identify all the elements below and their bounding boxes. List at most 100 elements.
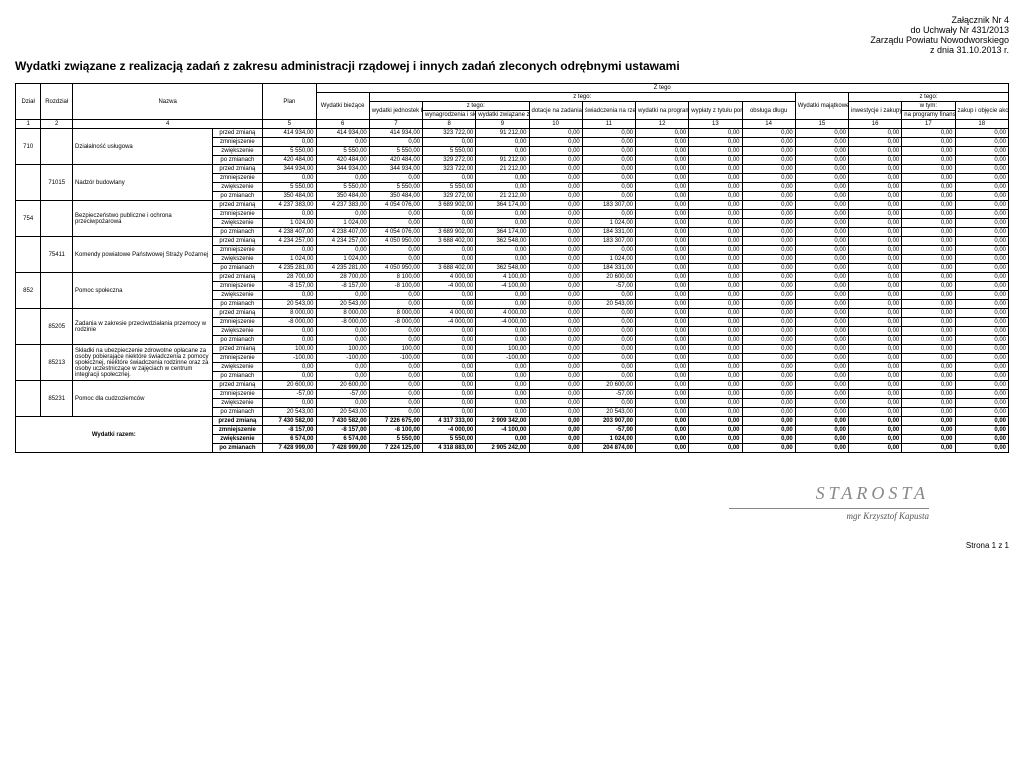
value-cell: 0,00 [955, 426, 1009, 435]
value-cell: 350 484,00 [263, 192, 316, 201]
value-cell: 0,00 [849, 210, 902, 219]
value-cell: 0,00 [529, 345, 582, 354]
name-cell: Nadzór budowlany [73, 165, 212, 201]
h-zwiaz: wydatki związane z realizacją ich statut… [476, 111, 529, 120]
value-cell: 0,00 [849, 138, 902, 147]
value-cell: 0,00 [689, 345, 742, 354]
value-cell: 0,00 [849, 345, 902, 354]
value-cell: 0,00 [849, 273, 902, 282]
name-cell: Bezpieczeństwo publiczne i ochrona przec… [73, 201, 212, 237]
value-cell: 184 331,00 [582, 264, 635, 273]
value-cell: -100,00 [316, 354, 369, 363]
value-cell: 0,00 [636, 354, 689, 363]
value-cell: 0,00 [795, 237, 848, 246]
table-row: 852Pomoc społecznaprzed zmianą28 700,002… [16, 273, 1009, 282]
colnum: 18 [955, 120, 1009, 129]
table-body: 710Działalność usługowaprzed zmianą414 9… [16, 129, 1009, 453]
value-cell: 0,00 [902, 192, 955, 201]
value-cell: 0,00 [582, 345, 635, 354]
colnum: 15 [795, 120, 848, 129]
name-cell: Pomoc społeczna [73, 273, 212, 309]
value-cell: 0,00 [316, 372, 369, 381]
value-cell: 204 874,00 [582, 444, 635, 453]
colnum-row: 12456789101112131415161718 [16, 120, 1009, 129]
value-cell: 0,00 [742, 210, 795, 219]
value-cell: 0,00 [902, 165, 955, 174]
value-cell: 0,00 [795, 444, 848, 453]
value-cell: 0,00 [529, 174, 582, 183]
status-cell: zwiększenie [212, 291, 263, 300]
page-number: Strona 1 z 1 [15, 541, 1009, 550]
value-cell: 0,00 [636, 201, 689, 210]
value-cell: 0,00 [316, 138, 369, 147]
value-cell: 0,00 [795, 345, 848, 354]
value-cell: 0,00 [795, 147, 848, 156]
value-cell: 0,00 [636, 327, 689, 336]
value-cell: -4 100,00 [476, 282, 529, 291]
value-cell: 5 550,00 [423, 147, 476, 156]
value-cell: 0,00 [742, 372, 795, 381]
value-cell: 0,00 [742, 399, 795, 408]
value-cell: 0,00 [742, 273, 795, 282]
value-cell: 0,00 [529, 417, 582, 426]
value-cell: 0,00 [636, 237, 689, 246]
value-cell: 5 550,00 [423, 435, 476, 444]
value-cell: 0,00 [742, 192, 795, 201]
value-cell: 1 024,00 [263, 219, 316, 228]
value-cell: 329 272,00 [423, 156, 476, 165]
value-cell: 0,00 [902, 201, 955, 210]
value-cell: 0,00 [316, 327, 369, 336]
dzial-cell [16, 381, 41, 417]
value-cell: 5 550,00 [316, 183, 369, 192]
value-cell: 0,00 [795, 327, 848, 336]
value-cell: 0,00 [316, 363, 369, 372]
status-cell: po zmianach [212, 336, 263, 345]
h-zakup: zakup i objęcie akcji i udziałów oraz wn… [955, 102, 1009, 120]
value-cell: 0,00 [849, 390, 902, 399]
value-cell: 0,00 [529, 255, 582, 264]
value-cell: 0,00 [369, 336, 422, 345]
value-cell: 0,00 [529, 291, 582, 300]
value-cell: 0,00 [955, 174, 1009, 183]
value-cell: 0,00 [742, 444, 795, 453]
value-cell: 0,00 [636, 165, 689, 174]
value-cell: 0,00 [369, 372, 422, 381]
value-cell: 0,00 [955, 417, 1009, 426]
value-cell: 91 212,00 [476, 156, 529, 165]
value-cell: -57,00 [582, 390, 635, 399]
value-cell: 0,00 [742, 426, 795, 435]
value-cell: 0,00 [955, 219, 1009, 228]
attach-line4: z dnia 31.10.2013 r. [15, 45, 1009, 55]
status-cell: przed zmianą [212, 345, 263, 354]
value-cell: 0,00 [795, 390, 848, 399]
value-cell: 0,00 [689, 309, 742, 318]
value-cell: 0,00 [582, 147, 635, 156]
value-cell: 0,00 [902, 264, 955, 273]
value-cell: 0,00 [689, 408, 742, 417]
value-cell: 0,00 [902, 318, 955, 327]
value-cell: 0,00 [529, 246, 582, 255]
value-cell: 0,00 [849, 228, 902, 237]
value-cell: 203 907,00 [582, 417, 635, 426]
value-cell: 0,00 [795, 408, 848, 417]
rozdzial-cell: 85231 [41, 381, 73, 417]
colnum: 1 [16, 120, 41, 129]
value-cell: 0,00 [582, 129, 635, 138]
value-cell: 0,00 [742, 237, 795, 246]
value-cell: 0,00 [476, 246, 529, 255]
dzial-cell [16, 345, 41, 381]
status-cell: zmniejszenie [212, 354, 263, 363]
value-cell: -100,00 [369, 354, 422, 363]
value-cell: 0,00 [795, 309, 848, 318]
value-cell: 5 550,00 [369, 435, 422, 444]
value-cell: 0,00 [423, 336, 476, 345]
value-cell: 0,00 [742, 138, 795, 147]
value-cell: 0,00 [636, 273, 689, 282]
value-cell: 0,00 [849, 381, 902, 390]
value-cell: 0,00 [849, 201, 902, 210]
value-cell: 0,00 [529, 282, 582, 291]
dzial-cell [16, 237, 41, 273]
budget-table: Dział Rozdział Nazwa Plan Z tego Wydatki… [15, 83, 1009, 453]
value-cell: 0,00 [529, 300, 582, 309]
status-cell: przed zmianą [212, 237, 263, 246]
